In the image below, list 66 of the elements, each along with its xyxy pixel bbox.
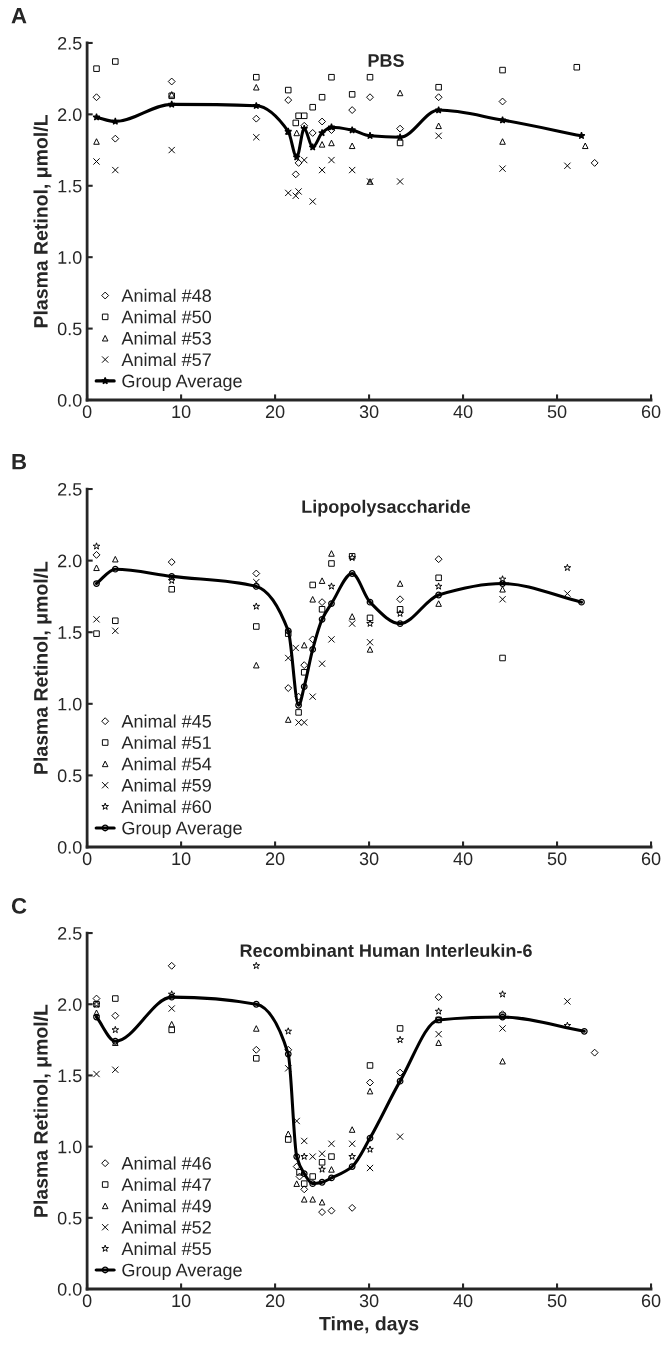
y-tick-label: 0.5 — [57, 322, 82, 336]
x-tick-label: 10 — [172, 405, 191, 419]
x-tick-label: 40 — [453, 852, 473, 866]
y-tick-label: 1.0 — [58, 697, 82, 711]
y-tick-label: 0.0 — [57, 393, 82, 407]
text: C — [11, 898, 27, 914]
legend-label: Group Average — [122, 821, 242, 838]
chart-title: Recombinant Human Interleukin-6 — [240, 943, 532, 957]
legend-label: Animal #47 — [121, 1177, 211, 1192]
x-axis-title: Time, days — [319, 1316, 419, 1335]
x-tick-label: 10 — [172, 852, 191, 866]
legend-label: Animal #51 — [121, 735, 211, 750]
x-tick-label: 60 — [641, 1294, 661, 1308]
y-tick-label: 1.0 — [58, 251, 82, 264]
text: A — [11, 8, 27, 24]
y-axis-title: Plasma Retinol, μmol/L — [33, 561, 52, 774]
legend-label: Animal #52 — [121, 1220, 211, 1234]
x-tick-label: 0 — [82, 405, 92, 419]
x-tick-label: 10 — [172, 1294, 191, 1308]
x-tick-label: 40 — [453, 405, 473, 419]
chart-title: PBS — [368, 54, 404, 67]
y-axis-title: Plasma Retinol, μmol/L — [33, 115, 52, 328]
x-tick-label: 30 — [359, 1294, 379, 1308]
legend-label: Animal #45 — [121, 714, 211, 728]
x-tick-label: 30 — [359, 405, 379, 419]
y-tick-label: 2.5 — [58, 482, 82, 496]
x-tick-label: 50 — [547, 1294, 567, 1308]
x-tick-label: 60 — [641, 405, 661, 419]
y-tick-label: 1.5 — [58, 179, 82, 193]
x-tick-label: 20 — [265, 852, 285, 866]
legend-label: Animal #60 — [121, 799, 212, 814]
y-tick-label: 1.0 — [58, 1140, 82, 1154]
legend-label: Animal #50 — [121, 310, 212, 324]
y-tick-label: 1.5 — [58, 626, 82, 639]
y-tick-label: 2.5 — [58, 36, 82, 50]
x-tick-label: 50 — [547, 852, 567, 866]
legend-label: Animal #49 — [121, 1199, 211, 1213]
legend-label: Animal #53 — [121, 331, 211, 345]
x-tick-label: 0 — [82, 852, 92, 866]
legend-label: Group Average — [122, 1263, 242, 1280]
legend-label: Animal #54 — [121, 757, 212, 771]
text: Lipopolysaccharide — [302, 499, 471, 517]
legend-label: Animal #55 — [121, 1241, 211, 1256]
y-tick-label: 0.5 — [57, 769, 82, 783]
y-tick-label: 0.5 — [57, 1211, 82, 1225]
y-axis-title: Plasma Retinol, μmol/L — [33, 1004, 52, 1217]
x-tick-label: 50 — [547, 405, 567, 419]
x-tick-label: 60 — [641, 852, 661, 866]
legend-label: Animal #46 — [121, 1156, 211, 1170]
legend-label: Animal #48 — [121, 288, 211, 303]
x-tick-label: 40 — [453, 1294, 473, 1308]
legend-label: Animal #57 — [121, 352, 211, 367]
y-tick-label: 2.5 — [58, 926, 82, 940]
text: B — [12, 454, 27, 470]
y-tick-label: 0.0 — [57, 1282, 82, 1296]
x-tick-label: 0 — [82, 1294, 92, 1308]
y-tick-label: 2.0 — [58, 554, 82, 568]
y-tick-label: 0.0 — [57, 840, 82, 854]
legend-label: Group Average — [122, 374, 242, 391]
x-tick-label: 20 — [265, 1294, 285, 1308]
y-tick-label: 1.5 — [58, 1069, 82, 1083]
legend-label: Animal #59 — [121, 778, 211, 792]
y-tick-label: 2.0 — [58, 108, 82, 122]
y-tick-label: 2.0 — [58, 998, 82, 1011]
x-tick-label: 20 — [265, 405, 285, 419]
x-tick-label: 30 — [359, 852, 379, 866]
